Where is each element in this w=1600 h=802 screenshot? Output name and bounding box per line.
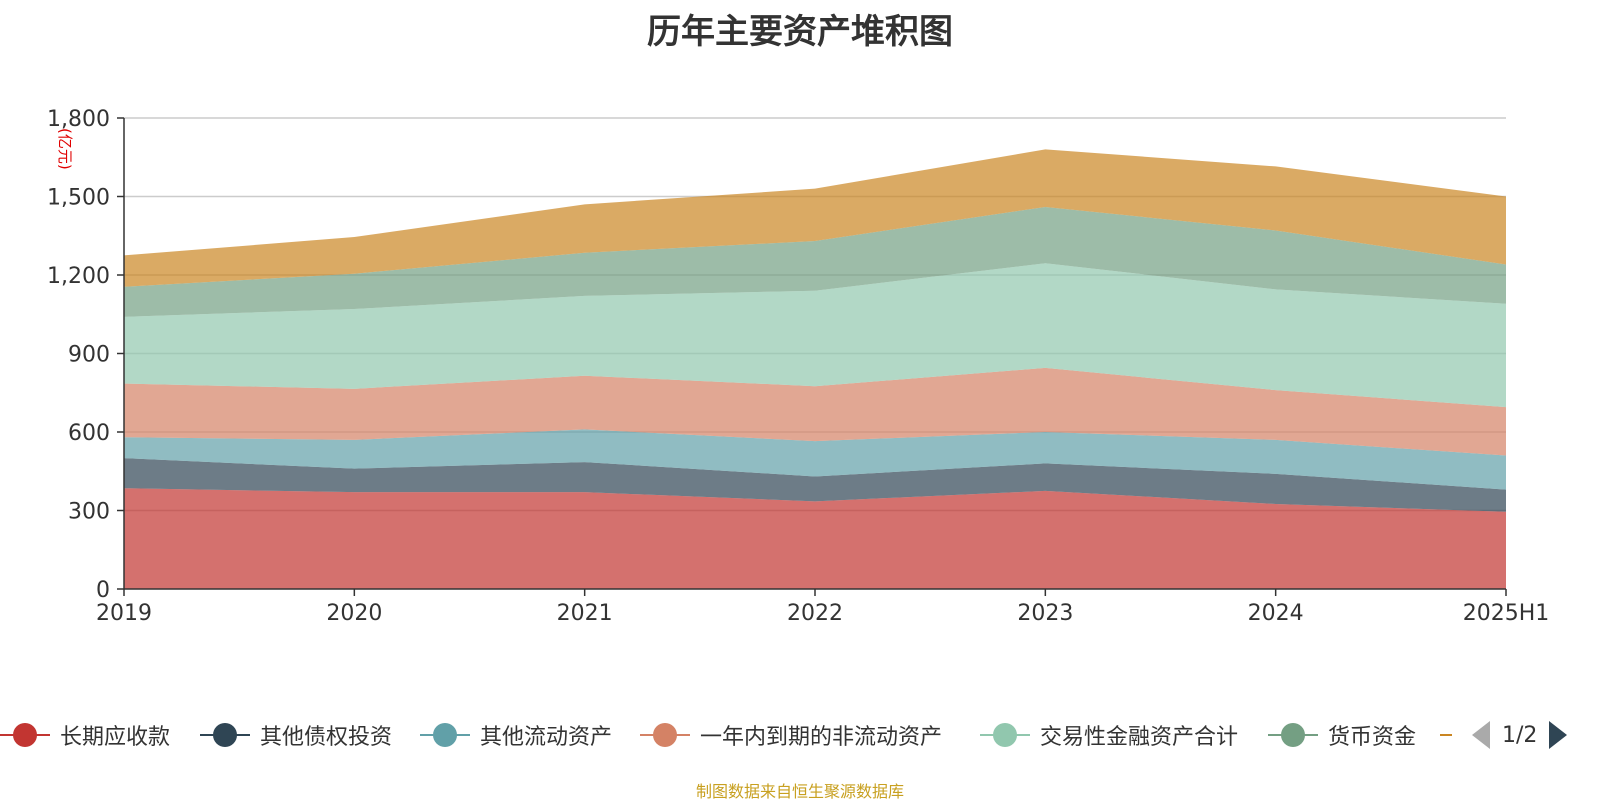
legend-item-5[interactable]: 交易性金融资产合计 (980, 718, 1238, 752)
x-tick-label-2019: 2019 (96, 601, 152, 626)
legend-item-6[interactable]: 货币资金 (1268, 718, 1416, 752)
area-series-3 (124, 429, 1506, 490)
area-series-7 (124, 149, 1506, 287)
area-series-5 (124, 263, 1506, 408)
axes: 0 300 600 900 1,200 1,500 1,800 2019 2020 2021 202… (47, 107, 1549, 626)
legend-label-1: 长期应收款 (60, 725, 171, 750)
x-tick-label-2021: 2021 (557, 601, 613, 626)
y-tick-label-0: 0 (96, 578, 110, 603)
x-tick-label-2025H1: 2025H1 (1463, 601, 1550, 626)
y-axis-unit-label: (亿元) (56, 128, 74, 170)
area-series-6 (124, 206, 1506, 317)
legend-swatch-1 (0, 718, 50, 752)
legend-item-2[interactable]: 其他债权投资 (200, 718, 392, 752)
legend: 长期应收款 其他债权投资 其他流动资产 一年内到期的非流动资产 交易性金融资产合计 货币资… (0, 718, 1600, 758)
chart-area: 0 300 600 900 1,200 1,500 1,800 2019 2020 2021 202… (47, 107, 1549, 626)
legend-swatch-5 (980, 718, 1030, 752)
area-series-4 (124, 367, 1506, 456)
source-note: 制图数据来自恒生聚源数据库 (695, 782, 904, 801)
y-tick-label-300: 300 (68, 500, 110, 525)
y-tick-label-900: 900 (68, 343, 110, 368)
legend-swatch-3 (420, 718, 470, 752)
x-tick-label-2024: 2024 (1248, 601, 1304, 626)
legend-swatch-2 (200, 718, 250, 752)
legend-swatch-6 (1268, 718, 1318, 752)
x-tick-label-2020: 2020 (326, 601, 382, 626)
legend-pager: 1/2 (1472, 718, 1568, 752)
legend-label-6: 货币资金 (1328, 725, 1417, 750)
y-tick-label-1800: 1,800 (47, 107, 110, 132)
x-tick-label-2022: 2022 (787, 601, 843, 626)
area-series-2 (124, 458, 1506, 512)
x-tick-label-2023: 2023 (1017, 601, 1073, 626)
legend-label-2: 其他债权投资 (260, 725, 393, 750)
y-tick-label-600: 600 (68, 421, 110, 446)
legend-item-1[interactable]: 长期应收款 (0, 718, 170, 752)
legend-label-5: 交易性金融资产合计 (1040, 725, 1239, 750)
area-series-1 (124, 488, 1506, 589)
stacked-areas (124, 149, 1506, 589)
y-tick-label-1200: 1,200 (47, 264, 110, 289)
legend-page-indicator: 1/2 (1502, 722, 1538, 748)
legend-label-3: 其他流动资产 (480, 725, 613, 750)
legend-swatch-7 (1440, 718, 1490, 752)
legend-label-4: 一年内到期的非流动资产 (700, 725, 943, 750)
y-tick-label-1500: 1,500 (47, 186, 110, 211)
chart-title: 历年主要资产堆积图 (647, 12, 953, 52)
legend-next-arrow-icon[interactable] (1549, 721, 1568, 749)
legend-swatch-4 (640, 718, 690, 752)
legend-item-3[interactable]: 其他流动资产 (420, 718, 612, 752)
legend-prev-arrow-icon[interactable] (1472, 721, 1490, 749)
legend-item-4[interactable]: 一年内到期的非流动资产 (640, 718, 942, 752)
legend-item-7[interactable] (1440, 718, 1490, 752)
